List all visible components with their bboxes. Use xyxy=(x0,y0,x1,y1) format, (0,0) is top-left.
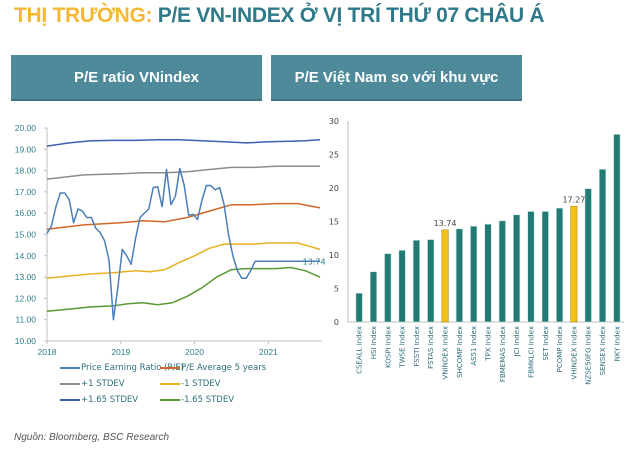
bar-data-label: 13.74 xyxy=(434,219,457,228)
page-title: THỊ TRƯỜNG: P/E VN-INDEX Ở VỊ TRÍ THỨ 07… xyxy=(14,4,545,28)
bar-data-label: 17.27 xyxy=(562,195,585,204)
line-x-tick-label: 2021 xyxy=(259,347,278,357)
bar-x-tick-label: JCI Index xyxy=(513,326,521,358)
legend-label: +1.65 STDEV xyxy=(81,395,139,405)
legend-swatch xyxy=(60,383,80,385)
legend-swatch xyxy=(60,399,80,401)
bar-pcomp-index xyxy=(556,207,564,323)
bar-x-tick-label: NKY Index xyxy=(613,326,621,361)
bar-x-tick-label: VNINDEX Index xyxy=(442,326,450,379)
left-panel-title: P/E ratio VNindex xyxy=(73,68,200,86)
line-y-tick-label: 11.00 xyxy=(15,315,36,325)
bar-fssti-index xyxy=(412,239,420,323)
series-line--1-65-stdev xyxy=(46,138,321,147)
series-line-price-earning-ratio-p-e xyxy=(46,167,320,321)
bar-x-tick-label: FSSTI Index xyxy=(413,326,421,367)
line-y-tick-label: 17.00 xyxy=(15,187,37,197)
legend-label: +1 STDEV xyxy=(81,379,125,389)
legend-swatch xyxy=(160,367,180,369)
series-line--1-stdev xyxy=(46,165,320,180)
line-y-tick-label: 16.00 xyxy=(15,208,37,218)
bar-jci-index xyxy=(513,214,521,323)
line-y-tick-label: 14.00 xyxy=(15,251,37,261)
bar-fbmemas-index xyxy=(498,220,506,323)
legend-item: -1 STDEV xyxy=(160,379,221,389)
bar-kospi-index xyxy=(384,253,392,323)
bar-nzse50fg-index xyxy=(584,188,592,323)
legend-item: -1.65 STDEV xyxy=(160,395,234,405)
bar-set-index xyxy=(541,211,549,323)
bar-y-tick-label: 15 xyxy=(329,218,339,227)
bar-y-tick-label: 20 xyxy=(329,184,339,193)
bar-x-tick-label: FSTAS Index xyxy=(427,326,435,369)
bar-vnindex-index xyxy=(441,229,449,323)
line-y-tick-label: 18.00 xyxy=(15,166,37,176)
line-x-tick-label: 2020 xyxy=(185,347,204,357)
line-y-tick-label: 19.00 xyxy=(15,144,37,154)
legend-label: -1.65 STDEV xyxy=(181,395,235,405)
source-note: Nguồn: Bloomberg, BSC Research xyxy=(14,432,170,443)
bar-fbmklci-index xyxy=(527,211,535,323)
left-panel-header: P/E ratio VNindex xyxy=(11,55,262,101)
bar-x-tick-label: CSEALL Index xyxy=(356,326,364,374)
bar-x-tick-label: NZSE50FG Index xyxy=(585,326,593,385)
line-y-tick-label: 12.00 xyxy=(15,293,37,303)
bar-tpx-index xyxy=(484,223,492,323)
bar-x-tick-label: HSI Index xyxy=(370,326,378,359)
bar-x-tick-label: SENSEX Index xyxy=(599,326,607,375)
title-main: P/E VN-INDEX Ở VỊ TRÍ THỨ 07 CHÂU Á xyxy=(157,4,545,27)
bar-y-tick-label: 25 xyxy=(329,151,339,160)
bar-y-tick-label: 5 xyxy=(334,285,339,294)
bar-cseall-index xyxy=(355,292,363,323)
bar-x-tick-label: TWSE Index xyxy=(399,326,407,369)
legend-label: P/E Average 5 years xyxy=(181,363,267,373)
legend-item: +1.65 STDEV xyxy=(60,395,138,405)
line-y-tick-label: 20.00 xyxy=(15,123,37,133)
legend-item: Price Earning Ratio (P/E) xyxy=(60,363,184,373)
series-line--1-65-stdev xyxy=(46,266,321,312)
bar-shcomp-index xyxy=(455,228,463,323)
bar-x-tick-label: AS51 Index xyxy=(470,326,478,366)
legend-swatch xyxy=(60,367,80,369)
right-panel-header: P/E Việt Nam so với khu vực xyxy=(271,55,522,101)
bar-as51-index xyxy=(470,225,478,323)
title-prefix: THỊ TRƯỜNG: xyxy=(14,4,153,27)
right-panel-title: P/E Việt Nam so với khu vực xyxy=(294,68,499,86)
bar-x-tick-label: VHINDEX Index xyxy=(570,326,578,379)
bar-nky-index xyxy=(613,134,621,323)
bar-x-tick-label: FBMKLCI Index xyxy=(527,326,535,378)
legend-swatch xyxy=(160,383,180,385)
legend-swatch xyxy=(160,399,180,401)
bar-fstas-index xyxy=(427,239,435,323)
bar-y-tick-label: 30 xyxy=(329,117,339,126)
bar-vhindex-index xyxy=(570,205,578,323)
bar-y-tick-label: 10 xyxy=(329,251,339,260)
line-x-tick-label: 2019 xyxy=(111,347,130,357)
pe-annotation-label: 13.74 xyxy=(303,257,326,266)
bar-x-tick-label: SHCOMP Index xyxy=(456,326,464,378)
series-line-p-e-average-5-years xyxy=(46,202,321,230)
bar-twse-index xyxy=(398,250,406,323)
line-y-tick-label: 13.00 xyxy=(15,272,37,282)
bar-hsi-index xyxy=(369,271,378,323)
bar-x-tick-label: PCOMP Index xyxy=(556,326,564,372)
bar-x-tick-label: KOSPI Index xyxy=(384,326,392,368)
bar-y-tick-label: 0 xyxy=(334,318,339,327)
bar-sensex-index xyxy=(598,168,607,323)
bar-x-tick-label: SET Index xyxy=(542,326,550,361)
line-y-tick-label: 15.00 xyxy=(15,230,37,240)
legend-label: Price Earning Ratio (P/E) xyxy=(81,363,185,373)
line-y-tick-label: 10.00 xyxy=(15,336,37,346)
legend-item: +1 STDEV xyxy=(60,379,125,389)
bar-x-tick-label: TPX Index xyxy=(485,326,493,362)
legend-label: -1 STDEV xyxy=(181,379,221,389)
legend-item: P/E Average 5 years xyxy=(160,363,266,373)
bar-x-tick-label: FBMEMAS Index xyxy=(499,326,507,382)
line-x-tick-label: 2018 xyxy=(38,347,57,357)
